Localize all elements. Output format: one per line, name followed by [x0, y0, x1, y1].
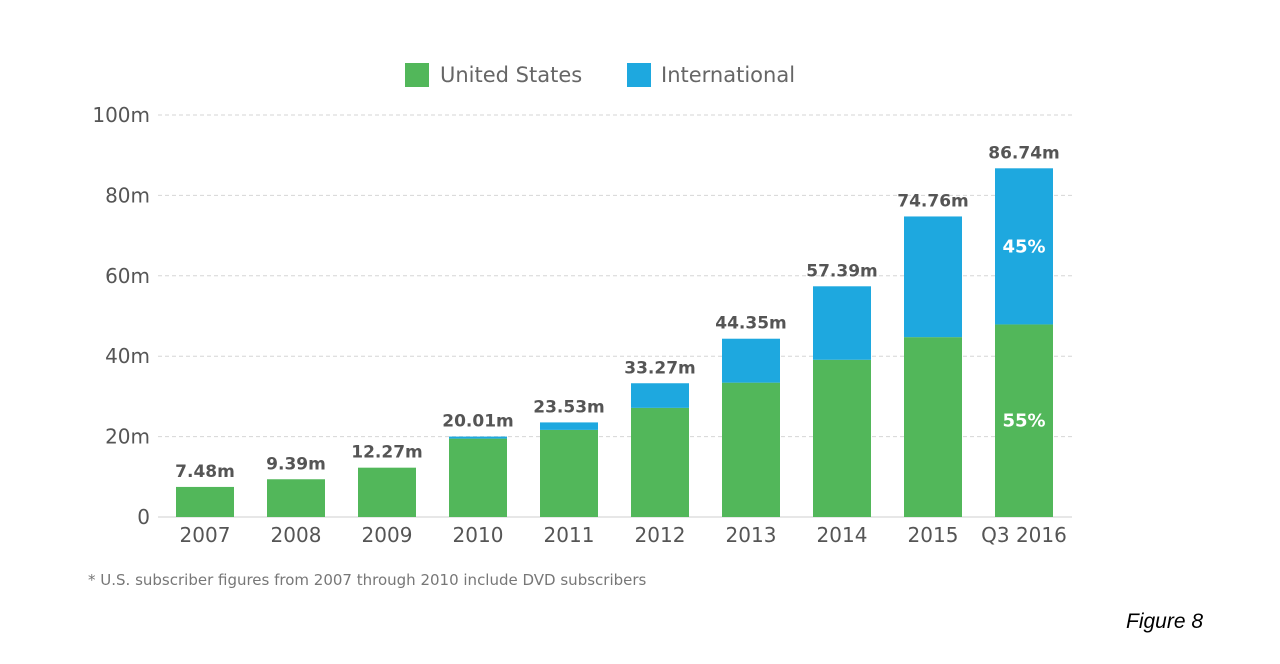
bar-total-label: 86.74m: [988, 143, 1060, 163]
data-labels: 7.48m 9.39m 12.27m 20.01m 23.53m 33.27m 44.35m…: [175, 143, 1060, 482]
legend-label-united-states: United States: [440, 63, 582, 87]
legend-swatch-international: [627, 63, 651, 87]
x-tick-label: 2014: [817, 523, 868, 547]
pct-label-united-states: 55%: [1002, 411, 1045, 432]
y-tick-label: 100m: [92, 103, 150, 127]
x-tick-label: 2010: [453, 523, 504, 547]
bar-segment-international: [904, 216, 962, 338]
bar-total-label: 33.27m: [624, 358, 696, 378]
x-tick-label: Q3 2016: [981, 523, 1067, 547]
bar-total-label: 20.01m: [442, 412, 514, 432]
bar-segment-international: [722, 338, 780, 383]
bar-total-label: 23.53m: [533, 397, 605, 417]
bar-segment-international: [540, 422, 598, 430]
bar-total-label: 74.76m: [897, 191, 969, 211]
bar-segment-united-states: [995, 324, 1053, 517]
x-tick-label: 2015: [908, 523, 959, 547]
x-tick-label: 2011: [544, 523, 595, 547]
bar-total-label: 44.35m: [715, 314, 787, 334]
bar-segment-international: [813, 286, 871, 360]
legend-label-international: International: [661, 63, 795, 87]
axes: 0 20m 40m 60m 80m 100m 2007 2008 2009 2010 2011 201…: [92, 103, 1072, 547]
bar-total-label: 57.39m: [806, 261, 878, 281]
bar-segment-united-states: [358, 467, 416, 517]
y-tick-label: 0: [137, 505, 150, 529]
y-tick-label: 80m: [105, 183, 150, 207]
y-tick-label: 20m: [105, 425, 150, 449]
bar-segment-international: [449, 436, 507, 439]
footnote: * U.S. subscriber figures from 2007 thro…: [88, 571, 647, 589]
bar-segment-international: [995, 168, 1053, 325]
bar-segment-united-states: [449, 438, 507, 517]
x-tick-label: 2007: [180, 523, 231, 547]
bar-segment-united-states: [904, 337, 962, 517]
bar-segment-united-states: [631, 407, 689, 517]
legend: United States International: [405, 63, 795, 87]
gridlines: [158, 114, 1072, 438]
pct-label-international: 45%: [1002, 236, 1045, 257]
x-tick-label: 2013: [726, 523, 777, 547]
bar-segment-united-states: [540, 429, 598, 517]
figure-caption: Figure 8: [1126, 610, 1204, 633]
bar-total-label: 12.27m: [351, 443, 423, 463]
x-tick-label: 2012: [635, 523, 686, 547]
x-tick-label: 2009: [362, 523, 413, 547]
bars: [176, 168, 1053, 517]
bar-segment-united-states: [267, 479, 325, 517]
bar-total-label: 7.48m: [175, 462, 235, 482]
bar-total-label: 9.39m: [266, 454, 326, 474]
legend-swatch-united-states: [405, 63, 429, 87]
y-tick-label: 60m: [105, 264, 150, 288]
bar-segment-united-states: [813, 359, 871, 517]
y-tick-label: 40m: [105, 344, 150, 368]
bar-segment-international: [631, 383, 689, 408]
bar-segment-united-states: [176, 486, 234, 517]
bar-segment-united-states: [722, 382, 780, 517]
x-tick-label: 2008: [271, 523, 322, 547]
